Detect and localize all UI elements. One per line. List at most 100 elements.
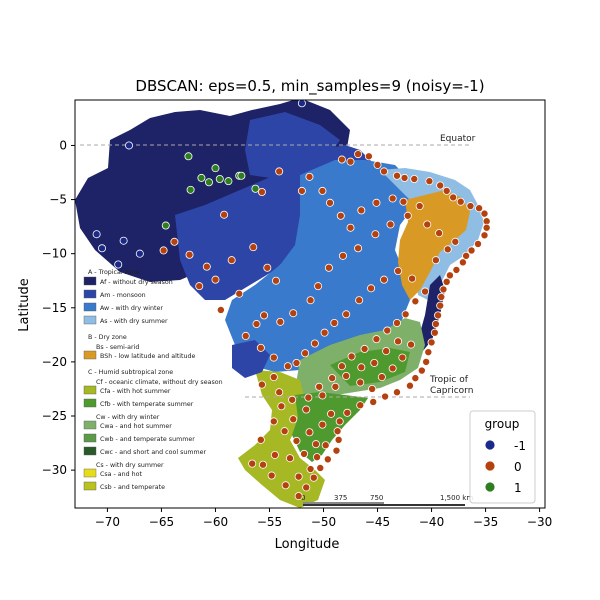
map-legend-swatch bbox=[83, 398, 97, 408]
data-point-group-0 bbox=[327, 409, 336, 418]
data-point-group-0 bbox=[403, 211, 412, 220]
data-point-group-0 bbox=[332, 446, 341, 455]
data-point-group-0 bbox=[309, 473, 318, 482]
x-tick-label: −45 bbox=[365, 515, 390, 529]
group-legend-title: group bbox=[485, 417, 520, 431]
data-point-group-0 bbox=[467, 246, 476, 255]
data-point-group-1 bbox=[186, 185, 195, 194]
data-point-group-0 bbox=[346, 157, 355, 166]
data-point-group-neg1 bbox=[125, 141, 134, 150]
data-point-group-0 bbox=[394, 337, 403, 346]
data-point-group-0 bbox=[271, 276, 280, 285]
data-point-group-0 bbox=[302, 483, 311, 492]
data-point-group-0 bbox=[277, 402, 286, 411]
data-point-group-0 bbox=[434, 311, 443, 320]
data-point-group-0 bbox=[436, 181, 445, 190]
map-legend-swatch bbox=[83, 385, 97, 395]
map-region-bsh bbox=[398, 190, 470, 300]
data-point-group-0 bbox=[313, 453, 322, 462]
data-point-group-0 bbox=[398, 353, 407, 362]
data-point-group-0 bbox=[235, 289, 244, 298]
y-axis-label: Latitude bbox=[17, 278, 32, 332]
map-legend-text: Af - without dry season bbox=[100, 279, 173, 286]
data-point-group-0 bbox=[423, 220, 432, 229]
data-point-group-0 bbox=[289, 415, 298, 424]
data-point-group-0 bbox=[292, 436, 301, 445]
data-point-group-0 bbox=[437, 292, 446, 301]
data-point-group-0 bbox=[356, 401, 365, 410]
data-point-group-0 bbox=[227, 256, 236, 265]
data-point-group-0 bbox=[357, 363, 366, 372]
data-point-group-0 bbox=[400, 173, 409, 182]
data-point-group-1 bbox=[237, 171, 246, 180]
data-point-group-0 bbox=[405, 381, 414, 390]
data-point-group-0 bbox=[318, 186, 327, 195]
scatter-points bbox=[92, 100, 491, 501]
data-point-group-0 bbox=[324, 263, 333, 272]
data-point-group-0 bbox=[443, 245, 452, 254]
y-tick-label: −15 bbox=[42, 301, 67, 315]
data-point-group-0 bbox=[421, 287, 430, 296]
data-point-group-0 bbox=[392, 318, 401, 327]
data-point-group-0 bbox=[399, 197, 408, 206]
data-point-group-0 bbox=[392, 171, 401, 180]
data-point-group-0 bbox=[305, 428, 314, 437]
data-point-group-0 bbox=[328, 374, 337, 383]
y-tick-label: −30 bbox=[42, 463, 67, 477]
data-point-group-0 bbox=[411, 374, 420, 383]
data-point-group-0 bbox=[256, 435, 265, 444]
data-point-group-0 bbox=[258, 460, 267, 469]
data-point-group-0 bbox=[337, 155, 346, 164]
map-legend-text: Csa - and hot bbox=[100, 471, 143, 478]
data-point-group-0 bbox=[381, 392, 390, 401]
data-point-group-0 bbox=[442, 186, 451, 195]
data-point-group-0 bbox=[439, 285, 448, 294]
data-point-group-0 bbox=[337, 362, 346, 371]
map-legend-text: Cwb - and temperate summer bbox=[100, 436, 195, 443]
chart-title: DBSCAN: eps=0.5, min_samples=9 (noisy=-1… bbox=[135, 77, 484, 96]
data-point-group-neg1 bbox=[135, 249, 144, 258]
data-point-group-0 bbox=[380, 275, 389, 284]
data-point-group-0 bbox=[248, 459, 257, 468]
data-point-group-1 bbox=[184, 152, 193, 161]
scale-label-750: 750 bbox=[370, 494, 383, 502]
data-point-group-0 bbox=[316, 463, 325, 472]
data-point-group-0 bbox=[342, 310, 351, 319]
data-point-group-0 bbox=[260, 311, 269, 320]
data-point-group-0 bbox=[281, 481, 290, 490]
data-point-group-0 bbox=[270, 450, 279, 459]
map-legend-text: BSh - low latitude and altitude bbox=[100, 353, 196, 360]
data-point-group-0 bbox=[314, 282, 323, 291]
data-point-group-neg1 bbox=[92, 230, 101, 239]
tropic-label-line2: Capricorn bbox=[430, 386, 473, 396]
data-point-group-0 bbox=[216, 305, 225, 314]
data-point-group-0 bbox=[372, 335, 381, 344]
data-point-group-0 bbox=[280, 427, 289, 436]
data-point-group-0 bbox=[269, 353, 278, 362]
x-axis-label: Longitude bbox=[275, 537, 340, 552]
data-point-group-0 bbox=[368, 384, 377, 393]
y-tick-label: 0 bbox=[59, 138, 67, 152]
data-point-group-1 bbox=[204, 178, 213, 187]
x-tick-label: −50 bbox=[311, 515, 336, 529]
data-point-group-0 bbox=[320, 328, 329, 337]
x-tick-label: −35 bbox=[473, 515, 498, 529]
equator-label: Equator bbox=[440, 134, 476, 144]
map-legend-text: As - with dry summer bbox=[100, 318, 168, 325]
data-point-group-0 bbox=[431, 320, 440, 329]
data-point-group-0 bbox=[257, 380, 266, 389]
data-point-group-0 bbox=[159, 246, 168, 255]
data-point-group-0 bbox=[306, 296, 315, 305]
data-point-group-0 bbox=[424, 348, 433, 357]
data-point-group-0 bbox=[335, 417, 344, 426]
map-scale-bar: 0 375 750 1,500 km bbox=[301, 494, 473, 506]
x-tick-label: −70 bbox=[95, 515, 120, 529]
data-point-group-0 bbox=[331, 382, 340, 391]
data-point-group-0 bbox=[372, 198, 381, 207]
x-tick-label: −40 bbox=[419, 515, 444, 529]
map-legend-text: Cwc - and short and cool summer bbox=[100, 449, 206, 456]
group-legend: group -1 0 1 bbox=[469, 410, 536, 504]
data-point-group-0 bbox=[276, 317, 285, 326]
data-point-group-0 bbox=[288, 395, 297, 404]
